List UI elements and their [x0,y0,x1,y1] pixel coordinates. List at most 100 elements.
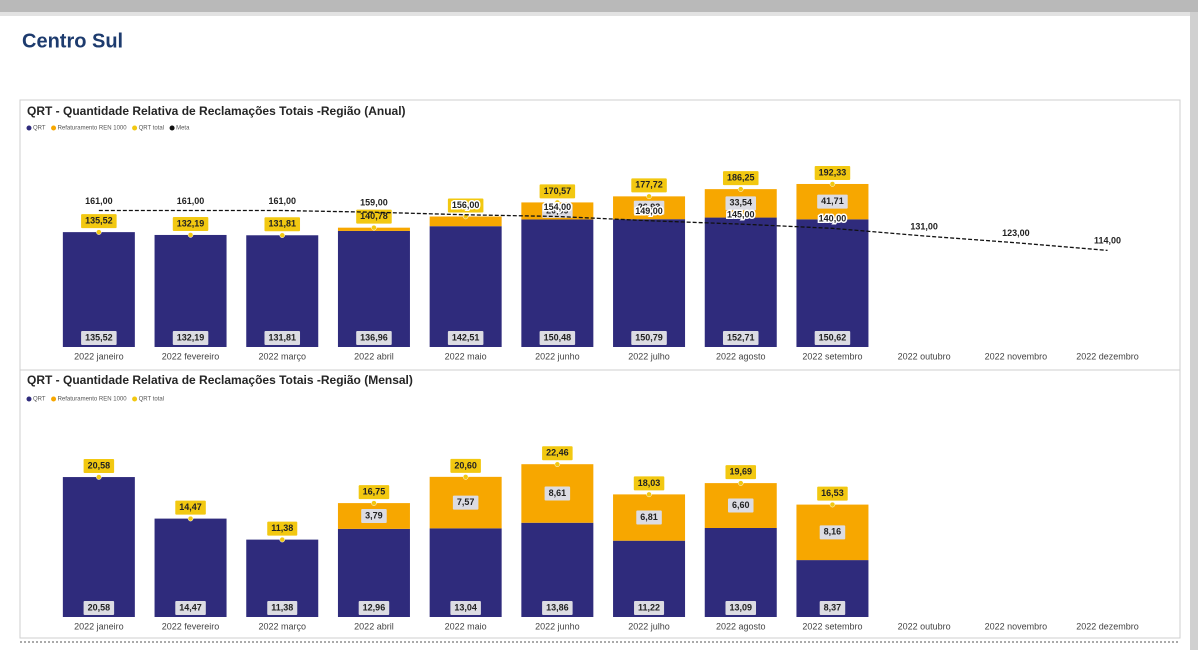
label-box [450,458,481,473]
label-box [358,601,390,615]
x-tick-label: 2022 outubro [898,621,951,631]
legend-label: Meta [176,126,190,132]
x-tick-label: 2022 novembro [985,621,1048,631]
data-label: 18,03 [638,478,661,488]
x-tick-label: 2022 junho [535,621,580,631]
data-label: 11,38 [271,523,293,533]
data-label: 26,93 [638,202,661,212]
data-label: 14,47 [179,502,202,512]
bar [429,216,502,227]
data-label: 131,81 [268,219,296,229]
bar [796,219,869,347]
x-tick-label: 2022 março [258,621,306,631]
legend-label: Refaturamento REN 1000 [58,397,128,403]
total-point [96,474,102,480]
data-label: 14,47 [179,602,202,612]
data-label: 150,79 [635,332,663,342]
data-label: 132,19 [177,218,205,228]
meta-label: 140,00 [819,214,847,224]
label-box [725,465,757,480]
bar [521,219,594,347]
legend-marker [51,125,57,131]
meta-line [98,209,1108,252]
total-point [738,186,744,192]
label-box [633,476,665,491]
chart-panel [19,369,1181,639]
total-point [829,181,836,187]
label-box [725,196,757,211]
label-box [634,601,665,615]
meta-label: 154,00 [544,202,572,212]
label-box [81,331,117,345]
label-box [725,601,757,615]
label-box [172,331,209,345]
label-box [542,203,573,218]
x-tick-label: 2022 julho [628,351,670,361]
label-box [817,486,848,501]
total-point [646,491,652,498]
data-label: 6,81 [640,512,658,522]
data-label: 136,96 [360,332,388,342]
total-point [279,536,285,543]
data-label: 33,54 [729,198,752,208]
label-box [172,216,209,231]
label-box [819,525,846,540]
x-tick-label: 2022 julho [628,621,670,631]
label-box [264,331,301,345]
total-point [738,480,744,486]
meta-label: 114,00 [1094,236,1121,246]
x-tick-label: 2022 janeiro [74,351,124,361]
data-label: 20,58 [88,460,111,470]
bar [337,230,410,347]
x-tick-label: 2022 março [258,351,306,361]
data-label: 135,52 [85,332,113,342]
label-box [722,331,759,345]
x-tick-label: 2022 fevereiro [162,621,220,631]
label-box [539,331,576,345]
legend-label: QRT [33,126,46,132]
label-box [264,217,301,232]
data-label: 22,46 [546,448,569,458]
label-box [175,500,206,515]
data-label: 8,37 [824,602,842,612]
label-box [727,498,754,513]
legend-marker [132,125,138,131]
legend-label: QRT total [139,126,164,132]
total-point [554,461,561,468]
total-point [462,474,469,480]
data-label: 8,61 [549,488,567,498]
label-box [814,165,851,180]
label-box [83,459,115,474]
data-label: 150,62 [819,332,847,342]
top-shadow [0,12,1198,16]
meta-label: 149,00 [635,206,663,216]
label-box [83,601,115,615]
x-tick-label: 2022 setembro [802,351,862,361]
legend-label: QRT total [139,397,164,403]
total-point [96,229,102,235]
bar [704,217,777,347]
data-label: 13,09 [729,602,752,612]
legend-marker [26,396,32,402]
label-box [452,495,479,510]
label-box [356,331,392,345]
chart-title: QRT - Quantidade Relativa de Reclamações… [27,373,413,387]
label-box [450,601,481,615]
data-label: 16,75 [363,486,386,496]
label-box [814,331,851,345]
data-label: 13,04 [454,602,477,612]
x-tick-label: 2022 janeiro [74,621,124,631]
data-label: 8,16 [824,527,842,537]
x-tick-label: 2022 setembro [802,621,862,631]
total-point [829,501,836,508]
label-box [542,446,573,461]
data-label: 153,95 [452,200,480,210]
label-box [722,171,759,186]
label-box [542,601,573,615]
data-label: 186,25 [727,173,755,183]
total-point [646,193,652,200]
meta-label: 161,00 [268,196,296,206]
x-tick-label: 2022 agosto [716,351,766,361]
top-frame [0,0,1198,12]
data-label: 6,60 [732,500,750,510]
